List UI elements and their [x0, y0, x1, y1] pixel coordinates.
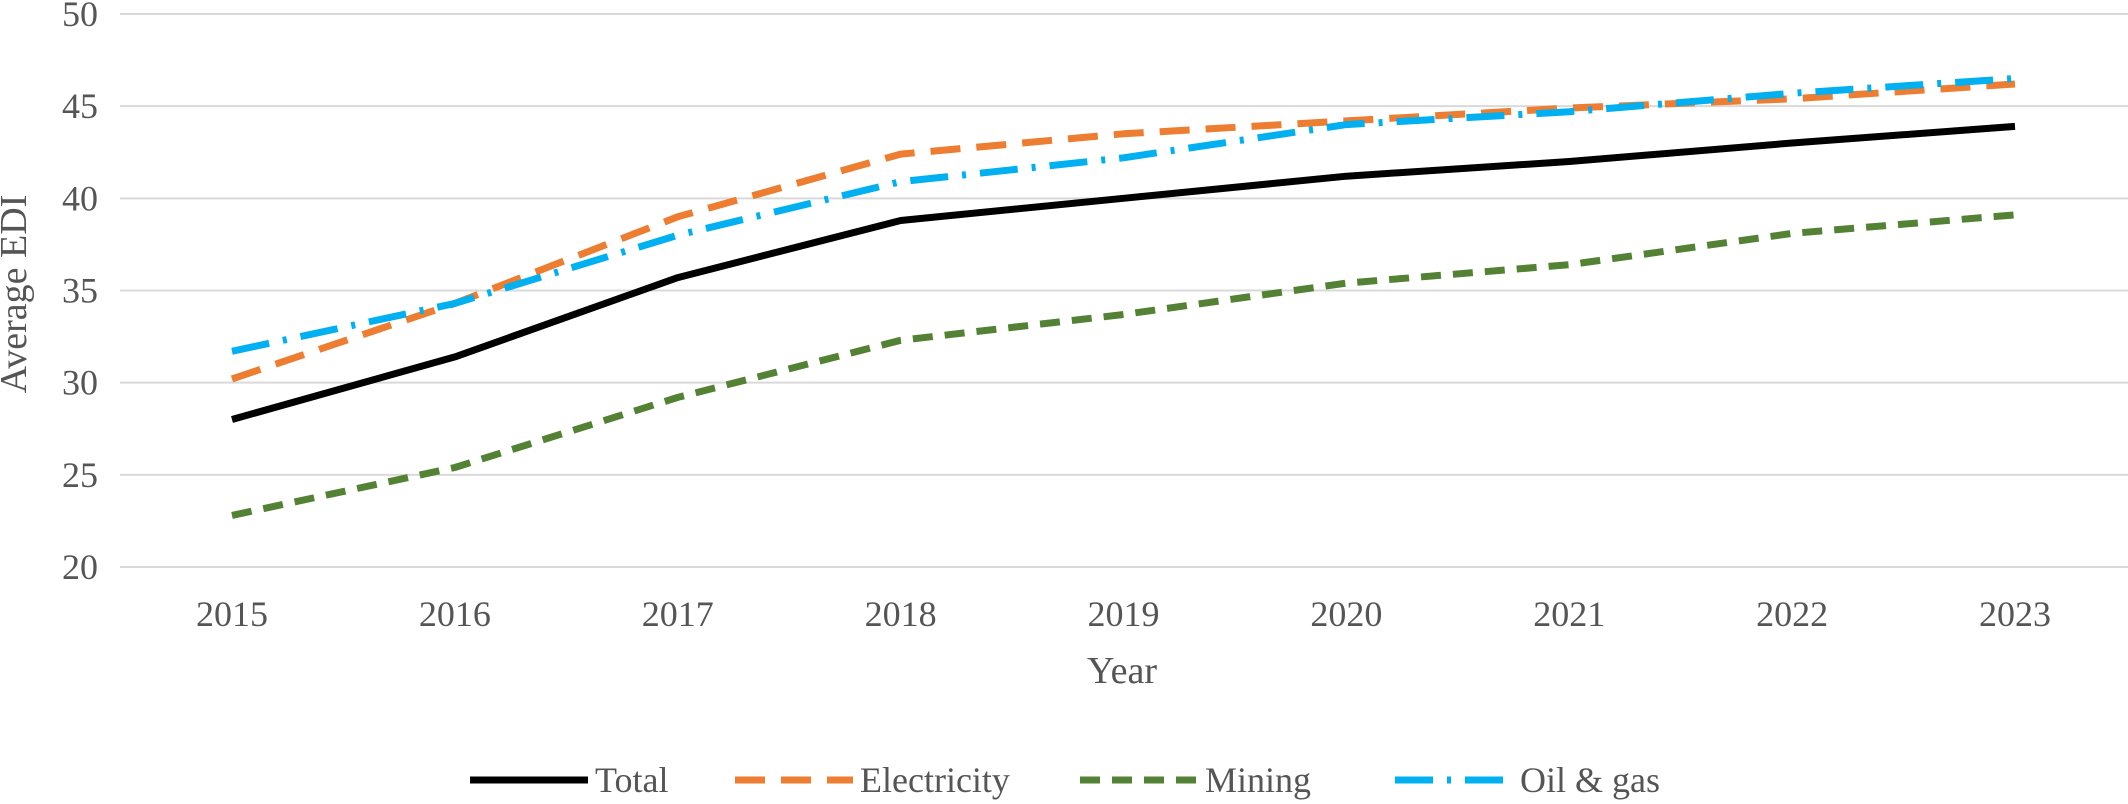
series-line-oil-gas [231, 75, 2016, 355]
x-tick-label: 2018 [865, 594, 937, 634]
x-axis-title: Year [1087, 650, 1157, 692]
x-axis-ticks: 2015 2016 2017 2018 2019 2020 2021 2022 2023 [196, 594, 2051, 634]
x-tick-label: 2020 [1310, 594, 1382, 634]
x-tick-label: 2023 [1979, 594, 2051, 634]
legend-label-electricity: Electricity [860, 760, 1010, 800]
legend-label-oil-gas: Oil & gas [1520, 760, 1660, 800]
x-tick-label: 2022 [1756, 594, 1828, 634]
x-tick-label: 2019 [1088, 594, 1160, 634]
series-lines [230, 75, 2016, 519]
x-tick-label: 2017 [642, 594, 714, 634]
y-tick-label: 30 [62, 363, 98, 403]
y-tick-label: 40 [62, 178, 98, 218]
series-line-electricity [230, 80, 2016, 383]
x-tick-label: 2016 [419, 594, 491, 634]
x-tick-label: 2015 [196, 594, 268, 634]
series-line-mining [231, 211, 2016, 519]
y-tick-label: 25 [62, 455, 98, 495]
series-line-total [231, 122, 2016, 423]
y-tick-label: 20 [62, 547, 98, 587]
legend-label-mining: Mining [1205, 760, 1311, 800]
y-tick-label: 45 [62, 86, 98, 126]
y-tick-label: 35 [62, 271, 98, 311]
x-tick-label: 2021 [1533, 594, 1605, 634]
y-axis-ticks: 20 25 30 35 40 45 50 [62, 0, 98, 587]
legend-label-total: Total [595, 760, 668, 800]
y-tick-label: 50 [62, 0, 98, 34]
y-axis-title: Average EDI [0, 195, 35, 394]
legend: Total Electricity Mining Oil & gas [470, 760, 1660, 800]
